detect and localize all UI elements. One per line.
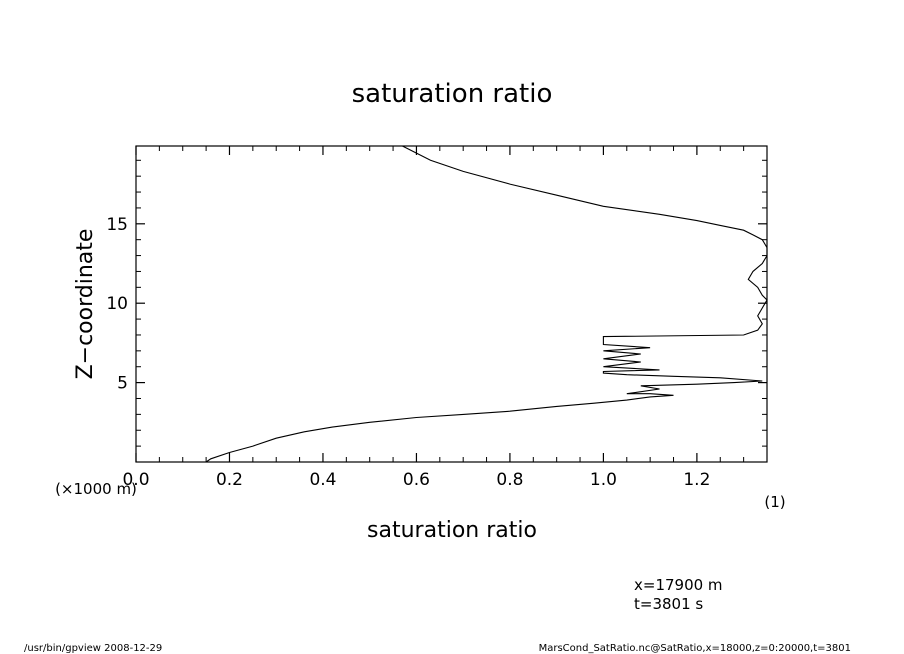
series-line: [205, 145, 768, 463]
y-tick-label: 15: [106, 215, 128, 235]
x-tick-label: 0.4: [309, 470, 336, 490]
x-tick-label: 0.8: [496, 470, 523, 490]
x-tick-label: 1.0: [590, 470, 617, 490]
y-tick-labels: 5 10 15: [106, 215, 128, 394]
chart-title: saturation ratio: [352, 79, 553, 109]
x-tick-label: 0.2: [216, 470, 243, 490]
y-unit-label: (×1000 m): [55, 480, 137, 498]
y-axis-label: Z−coordinate: [73, 229, 98, 380]
time-info: t=3801 s: [634, 595, 703, 613]
footer-right: MarsCond_SatRatio.nc@SatRatio,x=18000,z=…: [539, 643, 851, 654]
x-position-info: x=17900 m: [634, 576, 723, 594]
axis-ticks: [135, 146, 767, 462]
x-axis-label: saturation ratio: [367, 518, 537, 543]
y-tick-label: 5: [117, 374, 128, 394]
x-tick-labels: 0.0 0.2 0.4 0.6 0.8 1.0 1.2: [122, 470, 710, 490]
plot-frame: [135, 145, 768, 463]
x-tick-label: 0.6: [403, 470, 430, 490]
x-tick-label: 0.0: [122, 470, 149, 490]
x-tick-label: 1.2: [683, 470, 710, 490]
x-unit-label: (1): [764, 493, 785, 511]
y-tick-label: 10: [106, 294, 128, 314]
footer-left: /usr/bin/gpview 2008-12-29: [24, 643, 162, 654]
